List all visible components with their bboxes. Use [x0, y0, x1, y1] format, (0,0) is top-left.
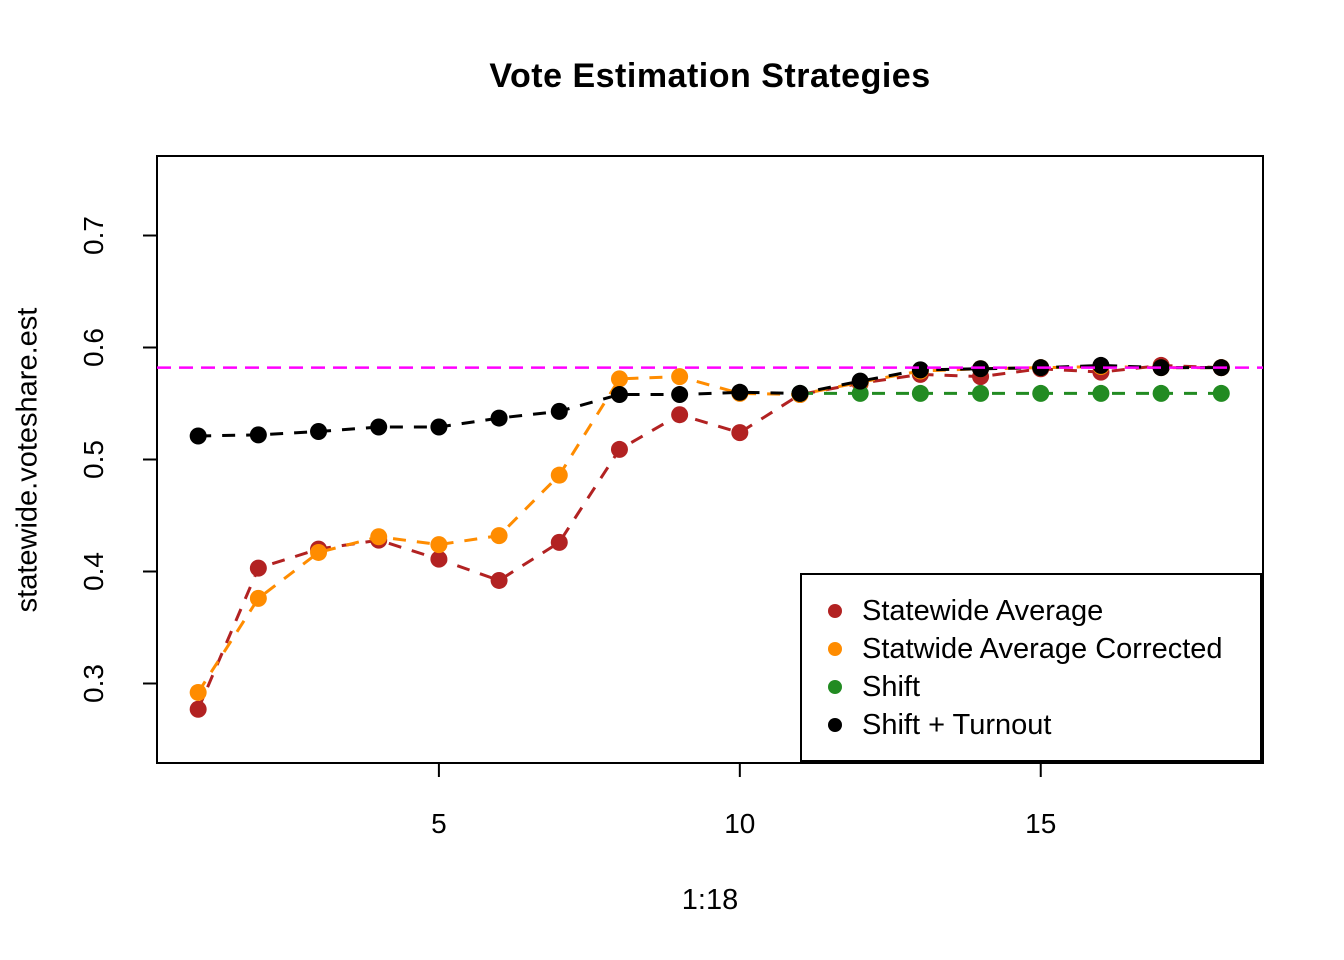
x-axis-title: 1:18 — [681, 884, 739, 916]
data-point — [430, 550, 448, 568]
data-point — [851, 384, 869, 402]
data-point — [430, 418, 448, 436]
data-point — [550, 533, 568, 551]
legend-item: Shift + Turnout — [828, 706, 1260, 744]
data-point — [911, 384, 929, 402]
legend-dot-icon — [828, 718, 842, 732]
y-tick-label: 0.5 — [78, 440, 109, 479]
y-tick-label: 0.3 — [78, 664, 109, 703]
data-point — [550, 402, 568, 420]
data-point — [430, 536, 448, 554]
x-tick-label: 15 — [1025, 808, 1056, 839]
data-point — [490, 527, 508, 545]
data-point — [1092, 356, 1110, 374]
data-point — [370, 418, 388, 436]
data-point — [911, 361, 929, 379]
legend-item: Shift — [828, 668, 1260, 706]
legend-dot-icon — [828, 680, 842, 694]
data-point — [610, 386, 628, 404]
data-point — [490, 409, 508, 427]
data-point — [791, 384, 809, 402]
data-point — [1092, 384, 1110, 402]
legend-box: Statewide Average Statwide Average Correc… — [800, 573, 1262, 762]
data-point — [610, 370, 628, 388]
data-point — [490, 571, 508, 589]
legend-dot-icon — [828, 642, 842, 656]
x-tick-label: 10 — [724, 808, 755, 839]
data-point — [189, 700, 207, 718]
data-point — [851, 372, 869, 390]
data-point — [1152, 384, 1170, 402]
data-point — [249, 559, 267, 577]
y-tick-label: 0.6 — [78, 328, 109, 367]
data-point — [671, 406, 689, 424]
series-line-shift-turnout — [198, 363, 1222, 438]
data-point — [731, 383, 749, 401]
data-point — [972, 384, 990, 402]
data-point — [610, 440, 628, 458]
data-point — [370, 528, 388, 546]
data-point — [249, 426, 267, 444]
legend-item-label: Shift — [862, 670, 921, 703]
data-point — [189, 683, 207, 701]
data-point — [1152, 359, 1170, 377]
chart-title: Vote Estimation Strategies — [489, 57, 931, 95]
y-tick-label: 0.4 — [78, 552, 109, 591]
series-line-statewide-average — [196, 363, 1222, 710]
data-point — [1212, 384, 1230, 402]
data-point — [310, 543, 328, 561]
data-point — [310, 423, 328, 441]
data-point — [189, 427, 207, 445]
legend-item: Statewide Average — [828, 592, 1260, 630]
data-point — [731, 424, 749, 442]
y-tick-label: 0.7 — [78, 216, 109, 255]
legend-dot-icon — [828, 604, 842, 618]
legend-item-label: Shift + Turnout — [862, 708, 1052, 741]
data-point — [1032, 384, 1050, 402]
legend-item-label: Statewide Average — [862, 594, 1104, 627]
data-point — [671, 368, 689, 386]
legend-item: Statwide Average Corrected — [828, 630, 1260, 668]
y-axis-title: statewide.voteshare.est — [11, 307, 44, 613]
x-tick-label: 5 — [431, 808, 447, 839]
data-point — [671, 386, 689, 404]
data-point — [249, 589, 267, 607]
data-point — [550, 466, 568, 484]
legend-item-label: Statwide Average Corrected — [862, 632, 1223, 665]
